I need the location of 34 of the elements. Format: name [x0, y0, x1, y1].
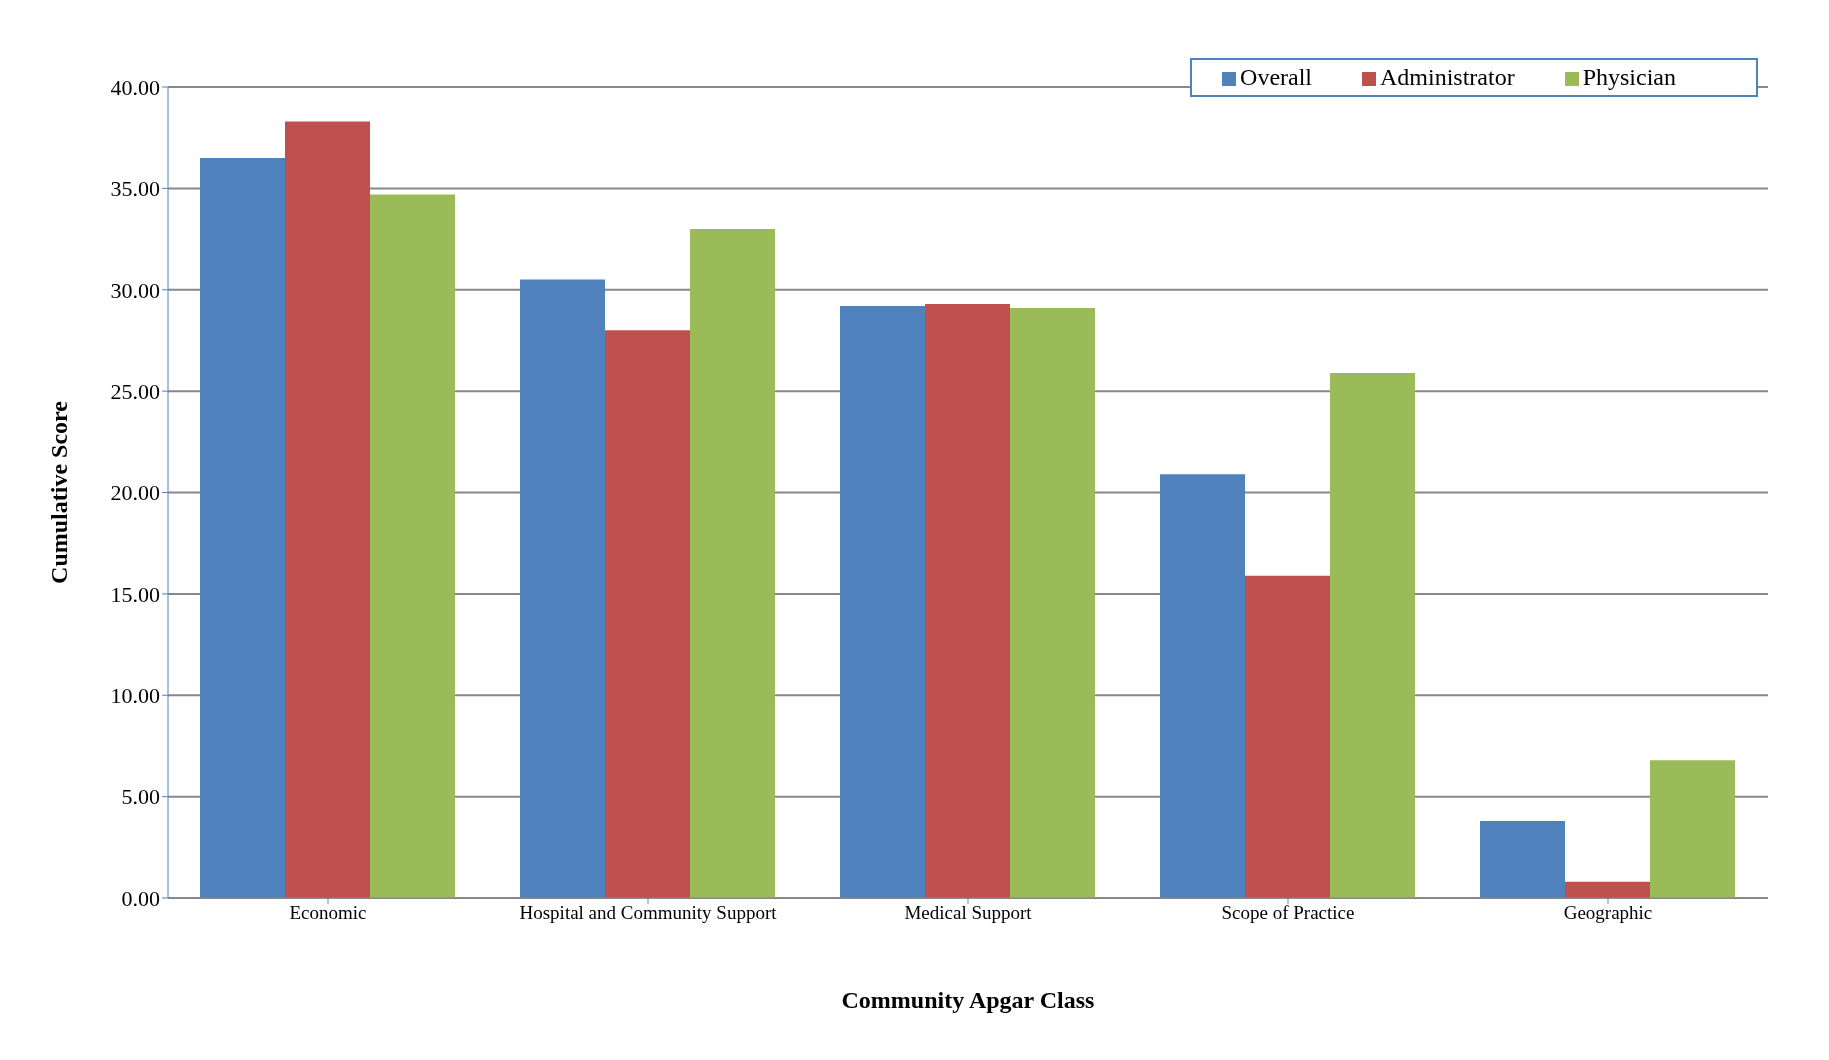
legend-label: Administrator	[1380, 64, 1515, 90]
x-tick-label: Hospital and Community Support	[519, 902, 778, 924]
bar	[1565, 881, 1650, 898]
x-tick-label: Economic	[289, 902, 367, 924]
bar	[690, 228, 775, 898]
y-tick-label: 30.00	[110, 277, 160, 303]
legend-label: Physician	[1582, 64, 1676, 90]
y-tick-label: 25.00	[110, 378, 160, 404]
bar	[370, 194, 455, 898]
y-tick-label: 20.00	[110, 480, 160, 506]
bar	[1480, 820, 1565, 898]
bar	[840, 305, 925, 898]
y-tick-label: 0.00	[121, 885, 160, 911]
bar	[925, 303, 1010, 898]
bar	[1650, 760, 1735, 898]
x-tick-label: Medical Support	[904, 902, 1033, 924]
y-axis-title: Cumulative Score	[45, 400, 72, 584]
y-tick-label: 10.00	[110, 683, 160, 709]
bar	[285, 121, 370, 898]
bar	[520, 279, 605, 898]
y-tick-label: 15.00	[110, 581, 160, 607]
x-tick-label: Scope of Practice	[1221, 902, 1355, 924]
y-tick-label: 35.00	[110, 176, 160, 202]
bar	[1330, 372, 1415, 898]
bar	[1010, 308, 1095, 898]
y-tick-label: 5.00	[121, 784, 160, 810]
x-axis-title: Community Apgar Class	[841, 987, 1095, 1013]
bar	[1160, 474, 1245, 898]
bar	[200, 157, 285, 898]
y-tick-label: 40.00	[110, 74, 160, 100]
legend-label: Overall	[1240, 64, 1313, 90]
x-tick-label: Geographic	[1563, 902, 1653, 924]
bar	[1245, 575, 1330, 898]
bar	[605, 330, 690, 898]
